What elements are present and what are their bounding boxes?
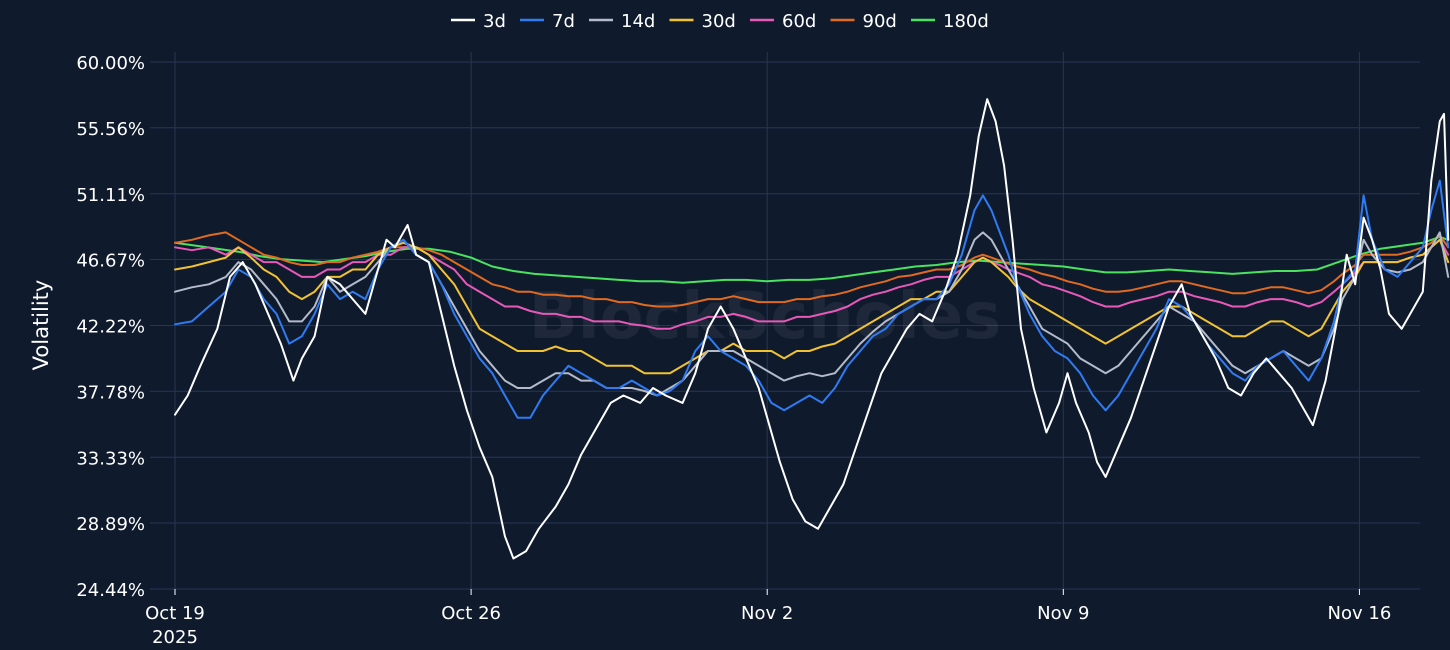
y-tick-label: 24.44% xyxy=(76,580,145,601)
series-line-3d xyxy=(174,98,1450,560)
legend-item-180d[interactable]: 180d xyxy=(911,11,989,32)
x-tick-label: Nov 9 xyxy=(1037,603,1089,624)
y-tick-label: 46.67% xyxy=(76,251,145,272)
legend-item-7d[interactable]: 7d xyxy=(520,11,575,32)
watermark-text: BlockScholes xyxy=(529,280,1001,354)
y-tick-label: 37.78% xyxy=(76,382,145,403)
legend-item-3d[interactable]: 3d xyxy=(451,11,506,32)
series-line-60d xyxy=(174,238,1450,330)
x-tick-sublabel: 2025 xyxy=(152,627,198,648)
legend-item-60d[interactable]: 60d xyxy=(750,11,816,32)
x-tick-label: Nov 2 xyxy=(741,603,793,624)
y-axis-label: Volatility xyxy=(29,280,53,371)
legend-item-30d[interactable]: 30d xyxy=(669,11,736,32)
y-tick-label: 60.00% xyxy=(76,53,145,74)
x-tick-label: Oct 26 xyxy=(441,603,501,624)
legend-label: 30d xyxy=(702,11,736,32)
legend-label: 3d xyxy=(483,11,506,32)
y-tick-label: 33.33% xyxy=(76,448,145,469)
legend-item-14d[interactable]: 14d xyxy=(589,11,655,32)
y-tick-label: 51.11% xyxy=(76,185,145,206)
series-lines xyxy=(174,98,1450,560)
x-tick-label: Nov 16 xyxy=(1328,603,1392,624)
x-axis: Oct 19 2025 Oct 26 Nov 2 Nov 9 Nov 16 xyxy=(145,589,1391,648)
legend-label: 14d xyxy=(621,11,655,32)
y-tick-label: 42.22% xyxy=(76,317,145,338)
legend-label: 180d xyxy=(943,11,989,32)
x-tick-label: Oct 19 xyxy=(145,603,205,624)
legend-item-90d[interactable]: 90d xyxy=(830,11,897,32)
y-tick-label: 55.56% xyxy=(76,119,145,140)
legend-label: 60d xyxy=(782,11,816,32)
y-axis: 60.00% 55.56% 51.11% 46.67% 42.22% 37.78% 33.3… xyxy=(76,53,145,601)
series-line-180d xyxy=(174,235,1450,284)
legend-label: 7d xyxy=(552,11,575,32)
legend: 3d 7d 14d 30d 60d 90d 180d xyxy=(451,11,989,32)
series-line-7d xyxy=(174,179,1450,419)
y-tick-label: 28.89% xyxy=(76,514,145,535)
legend-label: 90d xyxy=(863,11,897,32)
grid xyxy=(150,52,1420,590)
